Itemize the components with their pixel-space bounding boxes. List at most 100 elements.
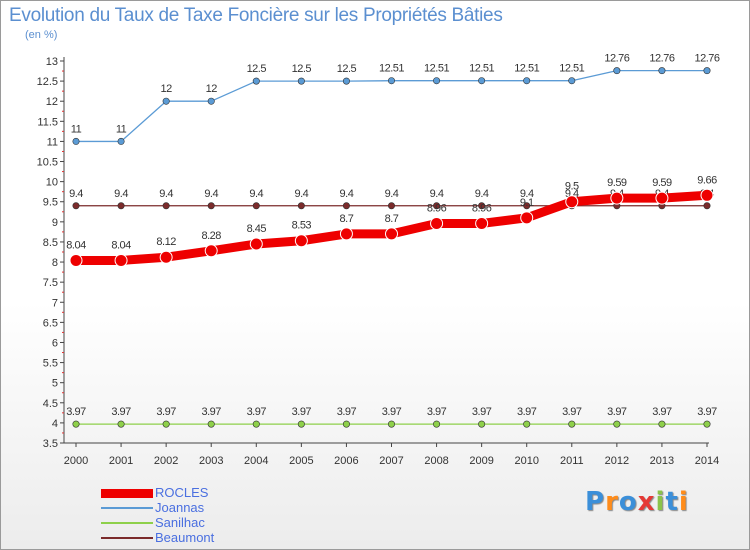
data-label-joannas: 12.51 <box>424 63 449 75</box>
data-label-joannas: 12.51 <box>379 63 404 75</box>
data-label-joannas: 12.51 <box>469 63 494 75</box>
data-label-sanilhac: 3.97 <box>337 406 357 418</box>
x-tick-label: 2007 <box>379 455 403 467</box>
data-point-beaumont <box>297 202 305 210</box>
data-point-joannas <box>162 97 170 105</box>
data-label-sanilhac: 3.97 <box>247 406 267 418</box>
data-label-beaumont: 9.4 <box>249 188 263 200</box>
data-point-joannas <box>433 77 441 85</box>
data-label-joannas: 12 <box>161 83 173 95</box>
data-point-joannas <box>72 137 80 145</box>
legend-swatch <box>101 537 153 539</box>
data-label-joannas: 12.5 <box>337 63 357 75</box>
data-label-rocles: 9.1 <box>520 197 534 209</box>
data-point-beaumont <box>433 202 441 210</box>
data-point-rocles <box>385 227 398 241</box>
x-tick-label: 2006 <box>334 455 358 467</box>
data-point-sanilhac <box>433 420 441 428</box>
y-tick-label: 8.5 <box>43 237 58 249</box>
y-tick-label: 12.5 <box>37 76 58 88</box>
data-point-rocles <box>159 250 173 264</box>
data-label-sanilhac: 3.97 <box>292 406 312 418</box>
y-tick-label: 6 <box>52 337 58 349</box>
x-tick-label: 2001 <box>109 455 133 467</box>
data-label-rocles: 8.96 <box>427 202 447 214</box>
chart-title: Evolution du Taux de Taxe Foncière sur l… <box>9 5 503 26</box>
data-label-rocles: 8.45 <box>247 223 267 235</box>
data-point-joannas <box>568 77 576 85</box>
data-label-sanilhac: 3.97 <box>382 406 402 418</box>
data-label-rocles: 9.59 <box>652 177 672 189</box>
y-tick-label: 3.5 <box>43 438 58 450</box>
legend-label: Beaumont <box>155 530 215 545</box>
data-label-beaumont: 9.4 <box>340 188 354 200</box>
y-tick-label: 6.5 <box>43 317 58 329</box>
data-label-rocles: 9.59 <box>607 177 627 189</box>
data-point-joannas <box>207 97 215 105</box>
data-point-joannas <box>658 67 666 75</box>
data-point-beaumont <box>523 202 531 210</box>
data-label-sanilhac: 3.97 <box>607 406 627 418</box>
x-tick-label: 2000 <box>64 455 88 467</box>
legend-swatch <box>101 522 153 524</box>
data-point-sanilhac <box>162 420 170 428</box>
data-point-rocles <box>114 253 128 267</box>
y-tick-label: 11 <box>47 136 58 148</box>
data-label-rocles: 8.53 <box>292 220 312 232</box>
x-tick-label: 2013 <box>650 455 674 467</box>
data-point-joannas <box>523 77 531 85</box>
data-label-joannas: 12.5 <box>247 63 267 75</box>
data-point-sanilhac <box>297 420 305 428</box>
data-label-sanilhac: 3.97 <box>472 406 492 418</box>
logo-letter: i <box>655 487 666 517</box>
data-point-sanilhac <box>117 420 125 428</box>
data-label-sanilhac: 3.97 <box>111 406 131 418</box>
data-label-beaumont: 9.4 <box>520 188 534 200</box>
data-point-rocles <box>204 244 218 258</box>
data-label-rocles: 8.12 <box>156 236 176 248</box>
y-tick-label: 9.5 <box>43 197 58 209</box>
logo-letter: P <box>585 487 606 517</box>
data-label-rocles: 9.66 <box>697 174 717 186</box>
y-tick-label: 5.5 <box>43 358 58 370</box>
data-point-rocles <box>610 191 624 205</box>
data-point-rocles <box>520 211 534 225</box>
y-tick-label: 12 <box>46 96 58 108</box>
data-point-rocles <box>565 195 579 209</box>
data-label-sanilhac: 3.97 <box>427 406 447 418</box>
y-tick-label: 4.5 <box>43 398 58 410</box>
data-label-rocles: 8.96 <box>472 202 492 214</box>
data-label-sanilhac: 3.97 <box>697 406 717 418</box>
x-tick-label: 2011 <box>560 455 584 467</box>
data-label-rocles: 9.5 <box>565 181 579 193</box>
data-label-beaumont: 9.4 <box>430 188 444 200</box>
data-label-beaumont: 9.4 <box>475 188 489 200</box>
data-label-beaumont: 9.4 <box>114 188 128 200</box>
x-tick-label: 2002 <box>154 455 178 467</box>
proxiti-logo: Proxiti <box>585 487 689 517</box>
x-tick-label: 2003 <box>199 455 223 467</box>
data-label-beaumont: 9.4 <box>69 188 83 200</box>
data-label-joannas: 11 <box>116 123 127 135</box>
y-tick-label: 13 <box>46 56 58 68</box>
data-label-joannas: 12 <box>206 83 218 95</box>
data-point-rocles <box>475 216 489 230</box>
data-point-sanilhac <box>252 420 260 428</box>
data-point-sanilhac <box>523 420 531 428</box>
data-point-beaumont <box>162 202 170 210</box>
legend-swatch <box>101 507 153 509</box>
data-point-beaumont <box>117 202 125 210</box>
data-point-sanilhac <box>387 420 395 428</box>
x-tick-label: 2005 <box>289 455 313 467</box>
data-point-rocles <box>249 237 263 251</box>
data-point-sanilhac <box>207 420 215 428</box>
data-label-sanilhac: 3.97 <box>517 406 537 418</box>
data-point-sanilhac <box>478 420 486 428</box>
data-point-beaumont <box>703 202 711 210</box>
data-label-beaumont: 9.4 <box>204 188 218 200</box>
data-point-joannas <box>478 77 486 85</box>
data-point-joannas <box>297 77 305 85</box>
data-label-joannas: 12.76 <box>649 53 674 65</box>
